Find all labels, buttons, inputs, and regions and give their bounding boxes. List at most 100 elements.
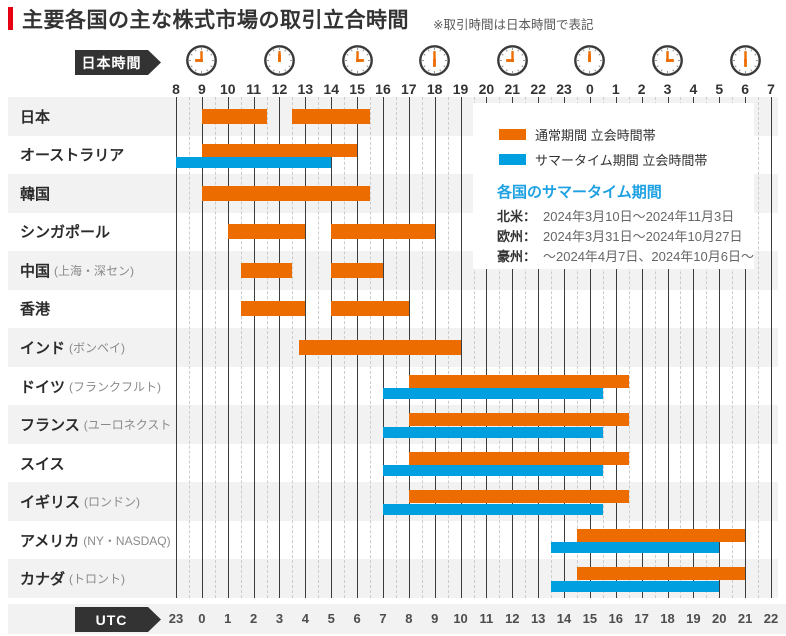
jst-hour-label: 9 (197, 81, 206, 97)
jst-hour-label: 0 (586, 81, 594, 97)
trading-bar-normal (576, 567, 746, 581)
gridline-hour (279, 97, 281, 598)
utc-hour-label: 3 (275, 611, 284, 626)
row-label: ドイツ (フランクフルト) (20, 367, 174, 406)
trading-bar-summer (382, 426, 603, 438)
dst-info-heading: 各国のサマータイム期間 (497, 184, 662, 201)
market-sub-name: (ユーロネクスト (83, 418, 172, 433)
market-sub-name: (NY・NASDAQ) (83, 533, 171, 548)
row-label: カナダ (トロント) (20, 559, 174, 598)
gridline-hour (176, 97, 177, 598)
gridline-hour (615, 97, 617, 598)
row-label: フランス (ユーロネクスト (20, 405, 174, 444)
gridline-half-hour (266, 97, 268, 598)
utc-hour-label: 6 (353, 611, 361, 626)
gridline-half-hour (188, 97, 190, 598)
trading-bar-normal (240, 262, 293, 278)
gridline-hour (538, 97, 540, 598)
gridline-hour (253, 97, 255, 598)
market-name: スイス (20, 455, 65, 473)
jst-hour-label: 14 (323, 81, 339, 97)
legend-summer-label: サマータイム期間 立会時間帯 (535, 153, 708, 168)
utc-hour-label: 17 (634, 611, 649, 626)
row-label: シンガポール (20, 213, 174, 252)
clock-icon (263, 44, 296, 77)
dst-period: 2024年3月31日〜2024年10月27日 (543, 229, 743, 244)
trading-bar-summer (551, 580, 720, 592)
gridline-half-hour (499, 97, 501, 598)
market-name: アメリカ (20, 532, 80, 550)
utc-hour-label: 23 (168, 611, 184, 626)
utc-hour-label: 5 (327, 611, 335, 626)
gridline-hour (564, 97, 566, 598)
utc-hour-label: 10 (453, 611, 468, 626)
row-label: スイス (20, 444, 174, 483)
gridline-hour (771, 97, 772, 598)
market-sub-name: (フランクフルト) (69, 379, 162, 394)
utc-hour-label: 18 (660, 611, 675, 626)
trading-bar-normal (298, 339, 461, 355)
utc-axis-pennant: UTC (75, 607, 161, 632)
row-label: 日本 (20, 97, 174, 136)
gridline-hour (693, 97, 695, 598)
gridline-half-hour (628, 97, 630, 598)
row-label: オーストラリア (20, 136, 174, 175)
row-label: 香港 (20, 290, 174, 329)
legend-item-normal: 通常期間 立会時間帯 (499, 125, 656, 144)
market-sub-name: (トロント) (69, 572, 126, 587)
dst-info-item: 豪州： 〜2024年4月7日、2024年10月6日〜 (497, 246, 754, 265)
market-name: インド (20, 339, 66, 357)
trading-bar-summer (176, 157, 332, 169)
utc-hour-label: 4 (301, 611, 309, 626)
gridline-half-hour (525, 97, 527, 598)
market-sub-name: (ボンベイ) (69, 340, 126, 355)
jst-hour-label: 6 (741, 81, 750, 97)
dst-region: 豪州： (497, 249, 537, 264)
market-name: カナダ (20, 571, 66, 589)
market-sub-name: (ロンドン) (84, 495, 141, 510)
gridline-half-hour (654, 97, 656, 598)
dst-period: 2024年3月10日〜2024年11月3日 (543, 209, 735, 224)
utc-hour-label: 22 (763, 611, 779, 626)
gridline-half-hour (576, 97, 578, 598)
gridline-half-hour (602, 97, 604, 598)
gridline-hour (201, 97, 203, 598)
jst-hour-label: 20 (478, 81, 495, 97)
row-label: インド (ボンベイ) (20, 328, 174, 367)
jst-hour-label: 13 (297, 81, 314, 97)
trading-bar-normal (408, 451, 629, 465)
utc-hour-label: 1 (224, 611, 232, 626)
market-name: 日本 (20, 108, 51, 126)
row-label: 中国 (上海・深セン) (20, 251, 174, 290)
trading-bar-summer (382, 465, 603, 477)
clock-icon (341, 44, 374, 77)
utc-hour-label: 15 (582, 611, 598, 626)
trading-bar-normal (331, 262, 383, 278)
trading-bar-normal (292, 108, 370, 124)
jst-hour-label: 15 (349, 81, 365, 97)
jst-hour-label: 16 (375, 81, 391, 97)
clock-icon (573, 44, 606, 77)
market-name: ドイツ (20, 378, 66, 396)
trading-bar-normal (331, 224, 435, 240)
gridline-half-hour (473, 97, 475, 598)
gridline-hour (745, 97, 747, 598)
gridline-half-hour (706, 97, 708, 598)
gridline-hour (719, 97, 721, 598)
trading-bar-normal (576, 528, 746, 542)
gridline-half-hour (214, 97, 216, 598)
jst-hour-label: 23 (556, 81, 572, 97)
utc-hour-label: 19 (686, 611, 701, 626)
jst-hour-label: 12 (271, 81, 288, 97)
trading-bar-normal (408, 374, 629, 388)
market-name: シンガポール (20, 224, 111, 242)
jst-hour-label: 8 (172, 81, 180, 97)
utc-hour-label: 2 (249, 611, 258, 626)
gridline-hour (486, 97, 488, 598)
dst-region: 欧州： (497, 229, 537, 244)
clock-icon (496, 44, 529, 77)
jst-hour-label: 7 (767, 81, 775, 97)
normal-period-swatch (499, 129, 526, 140)
